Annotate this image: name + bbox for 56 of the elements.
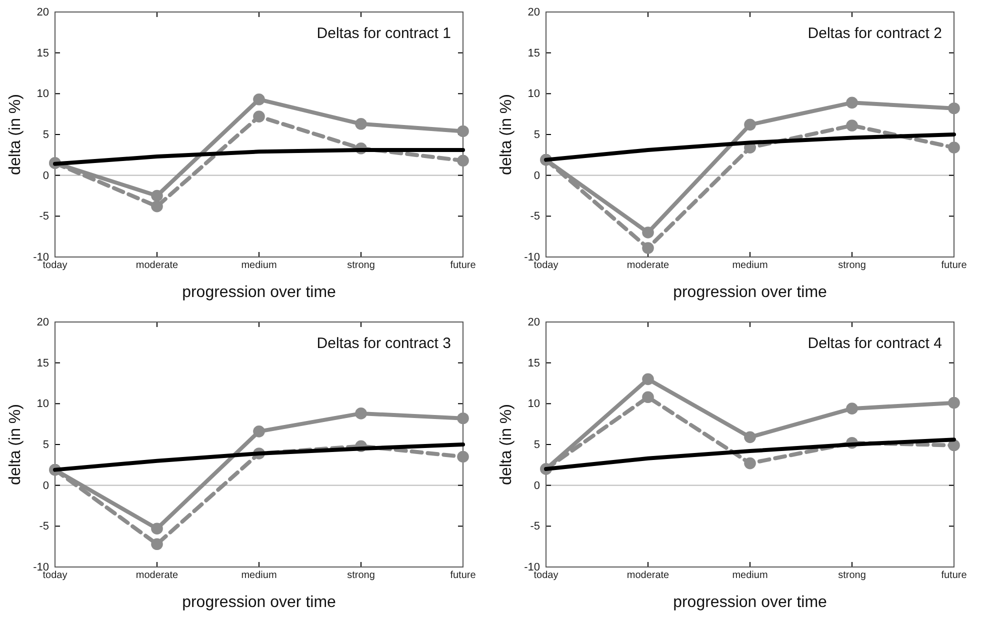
x-tick-label: today bbox=[534, 570, 558, 582]
x-tick-label: strong bbox=[838, 260, 866, 272]
x-tick-label: moderate bbox=[626, 260, 670, 272]
x-tick-label: moderate bbox=[136, 570, 179, 582]
x-tick-label: future bbox=[941, 570, 968, 582]
x-tick-label: moderate bbox=[136, 260, 179, 272]
y-tick-label: 10 bbox=[528, 398, 540, 410]
y-tick-label: 5 bbox=[42, 129, 49, 142]
y-axis-title: delta (in %) bbox=[7, 94, 24, 175]
y-axis-title: delta (in %) bbox=[498, 94, 515, 175]
y-tick-label: 10 bbox=[36, 88, 49, 100]
y-tick-label: 5 bbox=[534, 129, 540, 142]
y-tick-label: 15 bbox=[528, 47, 540, 60]
x-tick-label: medium bbox=[732, 570, 768, 582]
y-tick-label: 10 bbox=[528, 88, 540, 100]
y-tick-label: 0 bbox=[42, 170, 49, 182]
x-tick-label: future bbox=[450, 570, 476, 582]
y-tick-label: 15 bbox=[36, 47, 49, 60]
x-tick-label: strong bbox=[347, 260, 375, 272]
x-tick-label: moderate bbox=[626, 570, 670, 582]
x-tick-label: future bbox=[450, 260, 476, 272]
x-axis-title: progression over time bbox=[182, 594, 336, 611]
x-tick-label: medium bbox=[241, 570, 277, 582]
y-tick-label: 15 bbox=[528, 357, 540, 370]
y-tick-label: 5 bbox=[534, 439, 540, 452]
x-axis-title: progression over time bbox=[182, 284, 336, 301]
y-tick-label: 20 bbox=[528, 6, 540, 19]
y-tick-label: -5 bbox=[530, 520, 540, 533]
text: Deltas for contract 1 bbox=[316, 25, 451, 42]
x-tick-label: medium bbox=[241, 260, 277, 272]
x-axis-title: progression over time bbox=[673, 284, 828, 301]
x-tick-label: strong bbox=[347, 570, 375, 582]
y-tick-label: -5 bbox=[39, 520, 49, 533]
y-tick-label: 0 bbox=[534, 170, 540, 182]
y-tick-label: 15 bbox=[36, 357, 49, 370]
y-tick-label: 0 bbox=[42, 480, 49, 492]
y-tick-label: 5 bbox=[42, 439, 49, 452]
x-tick-label: strong bbox=[838, 570, 866, 582]
y-axis-title: delta (in %) bbox=[7, 404, 24, 485]
y-tick-label: -5 bbox=[530, 210, 540, 223]
x-tick-label: today bbox=[534, 260, 558, 272]
y-tick-label: -5 bbox=[39, 210, 49, 223]
x-tick-label: medium bbox=[732, 260, 768, 272]
y-tick-label: 20 bbox=[36, 6, 49, 19]
y-tick-label: 20 bbox=[36, 316, 49, 329]
y-axis-title: delta (in %) bbox=[498, 404, 515, 485]
x-axis-title: progression over time bbox=[673, 594, 828, 611]
x-tick-label: today bbox=[42, 570, 68, 582]
y-tick-label: 0 bbox=[534, 480, 540, 492]
x-tick-label: future bbox=[941, 260, 968, 272]
text: Deltas for contract 4 bbox=[808, 335, 942, 352]
text: Deltas for contract 2 bbox=[808, 25, 942, 42]
x-tick-label: today bbox=[42, 260, 68, 272]
text: Deltas for contract 3 bbox=[316, 335, 451, 352]
y-tick-label: 10 bbox=[36, 398, 49, 410]
y-tick-label: 20 bbox=[528, 316, 540, 329]
